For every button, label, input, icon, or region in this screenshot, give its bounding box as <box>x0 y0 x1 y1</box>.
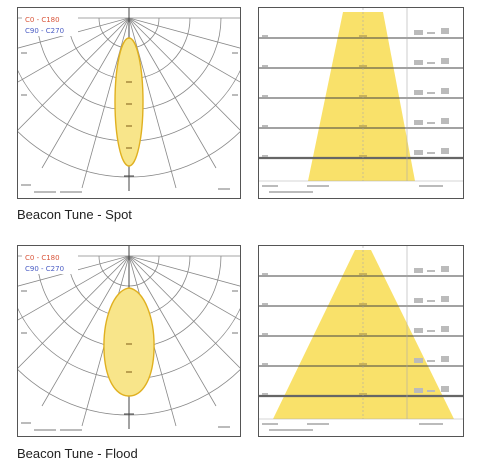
legend-c0-c180: C0 - C180 <box>25 254 60 262</box>
polar-diagram-flood-svg: C0 - C180 C90 - C270 <box>18 246 240 431</box>
cone-grid <box>259 8 463 182</box>
cone-diagram-flood-svg <box>259 246 463 431</box>
cone-diagram-spot-svg <box>259 8 463 193</box>
polar-axis-ticks <box>126 343 132 373</box>
polar-diagram-spot: C0 - C180 C90 - C270 <box>17 7 241 199</box>
polar-faint-labels <box>21 290 238 431</box>
beam-lobe-spot <box>114 37 144 167</box>
polar-diagram-flood: C0 - C180 C90 - C270 <box>17 245 241 437</box>
legend-c90-c270: C90 - C270 <box>25 27 64 35</box>
polar-axis-ticks <box>126 81 132 149</box>
polar-faint-labels <box>21 52 238 193</box>
legend-c90-c270: C90 - C270 <box>25 265 64 273</box>
polar-diagram-spot-svg: C0 - C180 C90 - C270 <box>18 8 240 193</box>
beam-lobe-flood <box>103 287 155 397</box>
cone-diagram-spot <box>258 7 464 199</box>
legend-c0-c180: C0 - C180 <box>25 16 60 24</box>
cone-side-labels <box>262 266 449 431</box>
caption-flood: Beacon Tune - Flood <box>17 446 138 461</box>
caption-spot: Beacon Tune - Spot <box>17 207 132 222</box>
polar-grid <box>18 8 240 191</box>
cone-side-labels <box>262 28 449 193</box>
cone-diagram-flood <box>258 245 464 437</box>
